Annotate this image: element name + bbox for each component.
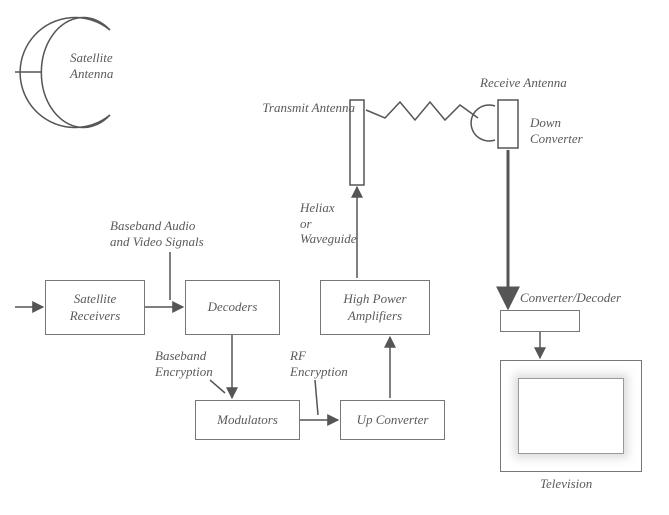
receive-antenna-label: Receive Antenna [480,75,600,91]
decoders-box: Decoders [185,280,280,335]
satellite-receivers-box: SatelliteReceivers [45,280,145,335]
converter-decoder-box [500,310,580,332]
television-label: Television [540,476,620,492]
converter-decoder-label: Converter/Decoder [520,290,650,306]
hpa-box: High PowerAmplifiers [320,280,430,335]
modulators-box: Modulators [195,400,300,440]
down-converter-label: DownConverter [530,115,610,146]
receive-antenna-dish [471,105,495,141]
heliax-label: HeliaxorWaveguide [300,200,380,247]
up-converter-box: Up Converter [340,400,445,440]
diagram-canvas: SatelliteReceivers Decoders Modulators U… [0,0,669,515]
rf-encryption-label: RFEncryption [290,348,370,379]
receive-antenna-box [498,100,518,148]
baseband-encryption-label: BasebandEncryption [155,348,245,379]
satellite-antenna-label: SatelliteAntenna [70,50,150,81]
baseband-signals-label: Baseband Audioand Video Signals [110,218,240,249]
television-screen [518,378,624,454]
transmit-antenna-label: Transmit Antenna [235,100,355,116]
